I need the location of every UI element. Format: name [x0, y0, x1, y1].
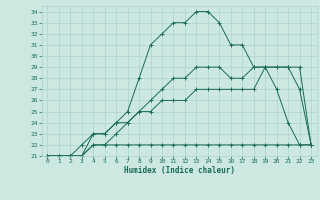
X-axis label: Humidex (Indice chaleur): Humidex (Indice chaleur) [124, 166, 235, 175]
